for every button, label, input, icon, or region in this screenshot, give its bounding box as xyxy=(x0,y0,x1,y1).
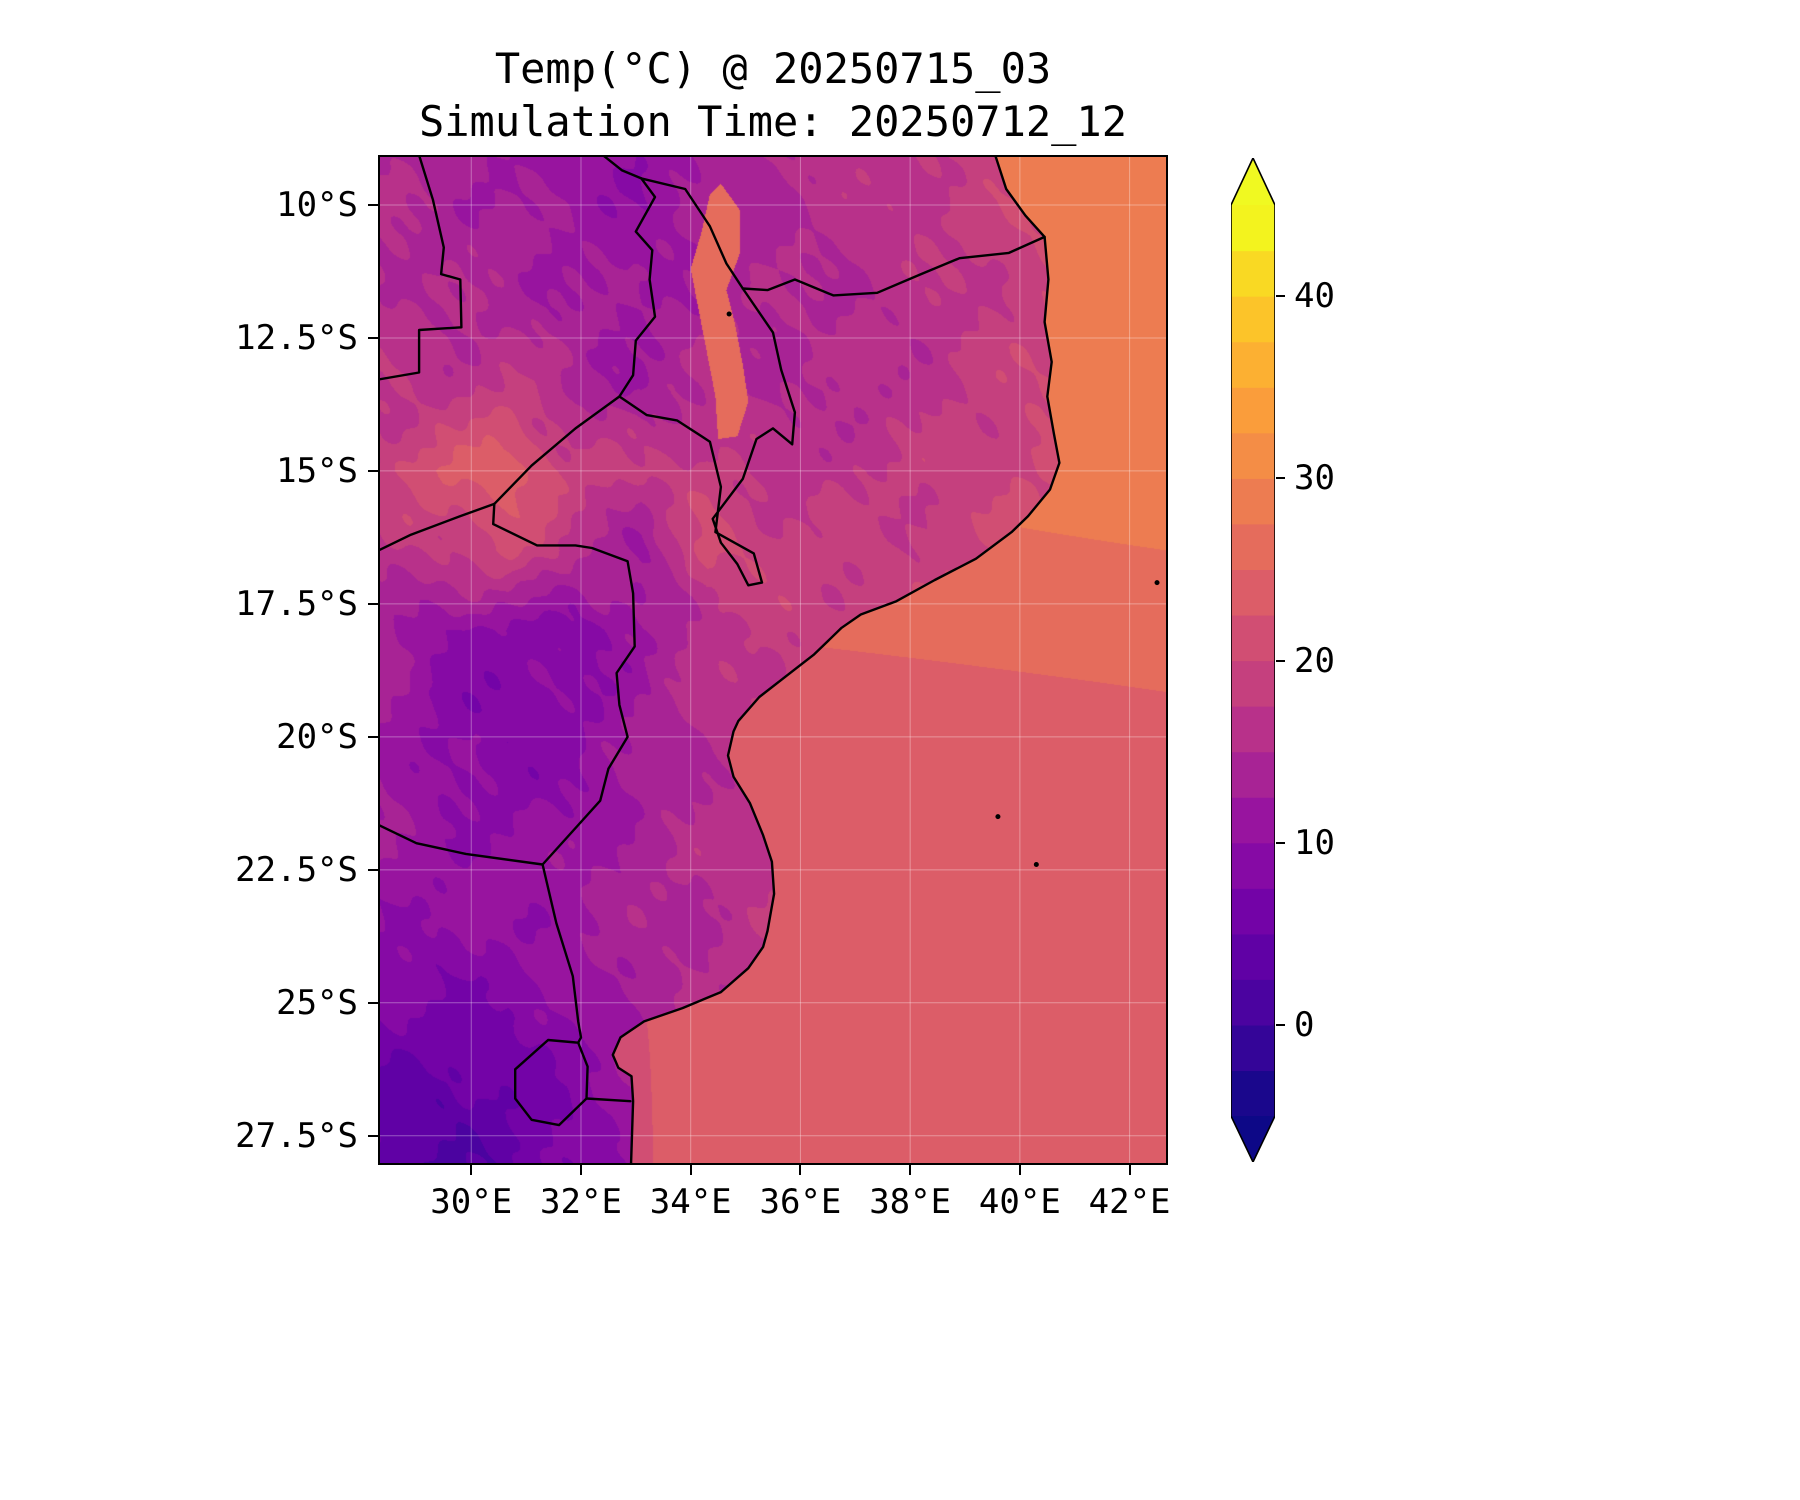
y-tick-label: 15°S xyxy=(276,450,358,491)
colorbar-band xyxy=(1231,250,1275,297)
colorbar-tick-mark xyxy=(1276,295,1285,298)
colorbar-band xyxy=(1231,569,1275,616)
plot-title-line2: Simulation Time: 20250712_12 xyxy=(418,97,1127,146)
x-tick-label: 30°E xyxy=(430,1182,513,1222)
colorbar-band xyxy=(1231,842,1275,889)
x-tick-mark xyxy=(579,1165,582,1175)
colorbar-tick-mark xyxy=(1276,841,1285,844)
x-tick-mark xyxy=(1018,1165,1021,1175)
x-tick-label: 32°E xyxy=(540,1182,622,1222)
border-malawi xyxy=(618,177,797,587)
y-tick-mark xyxy=(368,203,378,206)
colorbar-tick-mark xyxy=(1276,1023,1285,1026)
x-tick-label: 38°E xyxy=(869,1182,952,1222)
island-dot xyxy=(1154,580,1160,586)
colorbar-tick-label: 30 xyxy=(1294,458,1335,499)
y-tick-mark xyxy=(368,1134,378,1137)
colorbar-band xyxy=(1231,478,1275,525)
x-tick-label: 42°E xyxy=(1088,1182,1171,1222)
island-dot xyxy=(726,311,732,317)
colorbar-band xyxy=(1231,205,1275,252)
plot-title-line1: Temp(°C) @ 20250715_03 xyxy=(494,44,1052,93)
colorbar-band xyxy=(1231,706,1275,753)
colorbar-band xyxy=(1231,888,1275,935)
y-tick-label: 12.5°S xyxy=(235,317,358,358)
border-tanzania-zambia xyxy=(600,155,643,180)
border-drc-zambia xyxy=(378,155,463,381)
colorbar-tick-mark xyxy=(1276,659,1285,662)
island-dot xyxy=(995,814,1001,820)
border-mozambique-south-africa xyxy=(541,863,583,1044)
colorbar-band xyxy=(1231,1024,1275,1072)
y-tick-label: 17.5°S xyxy=(235,583,358,624)
border-tanzania-mozambique xyxy=(741,235,1046,297)
y-tick-mark xyxy=(368,336,378,339)
colorbar-tick-label: 40 xyxy=(1294,276,1335,317)
colorbar-gradient xyxy=(1231,158,1275,1162)
y-tick-label: 27.5°S xyxy=(235,1115,358,1156)
colorbar-band xyxy=(1231,933,1275,980)
border-zimbabwe-south-africa xyxy=(378,823,544,866)
y-tick-mark xyxy=(368,868,378,871)
colorbar-band xyxy=(1231,797,1275,844)
colorbar-band xyxy=(1231,296,1275,343)
x-tick-mark xyxy=(689,1165,692,1175)
colorbar-tick-mark xyxy=(1276,477,1285,480)
x-tick-label: 40°E xyxy=(978,1182,1061,1222)
border-zambia-zimbabwe xyxy=(378,502,496,553)
temperature-field-canvas xyxy=(378,155,1168,1165)
border-zimbabwe-mozambique xyxy=(492,502,636,866)
y-tick-label: 25°S xyxy=(276,982,358,1023)
colorbar-band xyxy=(1231,751,1275,798)
y-tick-label: 20°S xyxy=(276,716,358,757)
colorbar-tick-label: 20 xyxy=(1294,640,1335,681)
colorbar xyxy=(1231,158,1275,1162)
colorbar-band xyxy=(1231,614,1275,662)
y-tick-label: 22.5°S xyxy=(235,849,358,890)
border-zambia-mozambique xyxy=(493,395,621,506)
map-overlay xyxy=(378,155,1168,1165)
colorbar-tick-label: 10 xyxy=(1294,822,1335,863)
colorbar-band xyxy=(1231,1070,1275,1117)
y-tick-mark xyxy=(368,735,378,738)
x-tick-mark xyxy=(470,1165,473,1175)
x-tick-mark xyxy=(909,1165,912,1175)
colorbar-band xyxy=(1231,341,1275,388)
y-tick-mark xyxy=(368,602,378,605)
coastline xyxy=(611,155,1061,1165)
map-axes xyxy=(378,155,1168,1165)
colorbar-band xyxy=(1231,523,1275,570)
x-tick-label: 36°E xyxy=(759,1182,842,1222)
y-tick-label: 10°S xyxy=(276,184,358,225)
x-tick-mark xyxy=(1128,1165,1131,1175)
colorbar-band xyxy=(1231,660,1275,707)
border-eswatini xyxy=(514,1038,589,1127)
colorbar-tick-label: 0 xyxy=(1294,1004,1315,1045)
colorbar-band xyxy=(1231,979,1275,1026)
border-mozambique-eswatini-east xyxy=(585,1097,632,1103)
colorbar-band xyxy=(1231,432,1275,479)
x-tick-label: 34°E xyxy=(649,1182,732,1222)
x-tick-mark xyxy=(799,1165,802,1175)
colorbar-over-arrow xyxy=(1231,158,1275,205)
colorbar-under-arrow xyxy=(1231,1116,1275,1162)
colorbar-band xyxy=(1231,387,1275,434)
axes-frame xyxy=(378,155,1168,1165)
y-tick-mark xyxy=(368,1001,378,1004)
y-tick-mark xyxy=(368,469,378,472)
island-dot xyxy=(1033,861,1039,867)
